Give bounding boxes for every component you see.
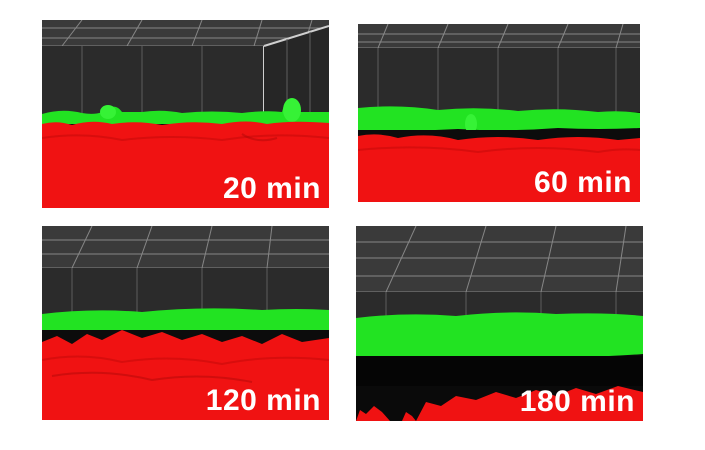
time-label: 120 min (205, 384, 321, 417)
green-layer (42, 100, 329, 124)
time-label: 180 min (519, 385, 635, 418)
red-layer (358, 134, 640, 202)
render-20-min (42, 20, 329, 208)
grid-back-wall (42, 46, 264, 116)
panel-120-min: 120 min (42, 226, 329, 420)
render-180-min (356, 226, 643, 421)
grid-back-wall (358, 48, 640, 112)
panel-60-min: 60 min (358, 24, 640, 202)
green-layer (356, 312, 643, 358)
grid-top-plane (42, 226, 329, 268)
red-layer (42, 330, 329, 420)
render-60-min (358, 24, 640, 202)
red-layer (42, 121, 329, 208)
time-label: 20 min (222, 172, 321, 205)
red-layer (416, 386, 643, 421)
panel-180-min: 180 min (356, 226, 643, 421)
time-label: 60 min (533, 166, 632, 199)
panel-20-min: 20 min (42, 20, 329, 208)
green-layer (42, 308, 329, 334)
grid-top-plane (42, 20, 329, 46)
render-120-min (42, 226, 329, 420)
green-layer (358, 106, 640, 131)
grid-top-plane (356, 226, 643, 292)
